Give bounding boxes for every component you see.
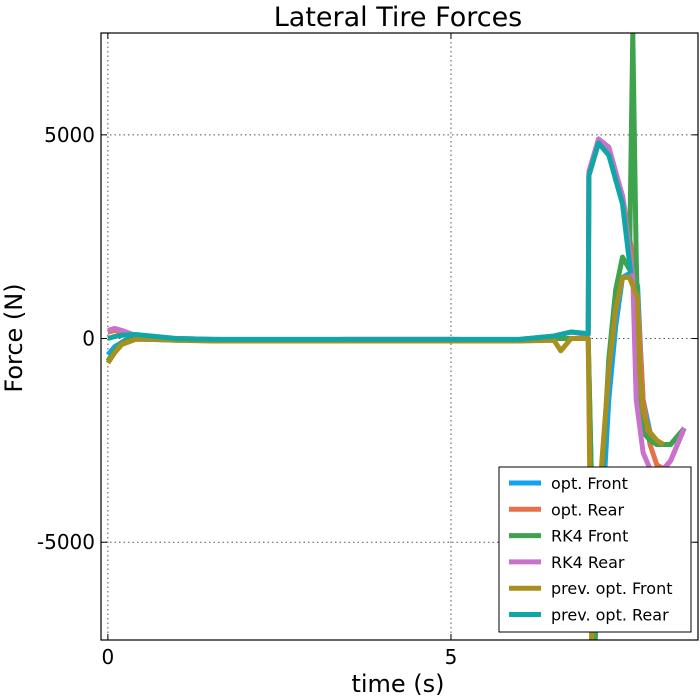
series-line-6 bbox=[107, 140, 634, 342]
legend-label: RK4 Front bbox=[551, 527, 628, 546]
legend-label: opt. Rear bbox=[551, 500, 624, 519]
x-axis-label: time (s) bbox=[351, 670, 444, 698]
x-tick-label: 5 bbox=[445, 645, 458, 669]
legend-label: prev. opt. Rear bbox=[551, 606, 669, 625]
legend: opt. Front opt. Rear RK4 Front RK4 Rear prev… bbox=[498, 466, 692, 633]
legend-label: opt. Front bbox=[551, 474, 628, 493]
plot-frame bbox=[100, 32, 699, 641]
y-tick-label: -5000 bbox=[37, 530, 95, 554]
chart-title: Lateral Tire Forces bbox=[274, 2, 523, 33]
y-axis-label: Force (N) bbox=[0, 283, 28, 392]
axis-ticks: 0 5 -5000 0 5000 bbox=[37, 33, 698, 669]
x-tick-label: 0 bbox=[101, 645, 114, 669]
series-layer bbox=[105, 33, 687, 640]
y-tick-label: 0 bbox=[82, 327, 95, 351]
legend-label: prev. opt. Front bbox=[551, 579, 672, 598]
legend-frame bbox=[498, 466, 692, 633]
y-tick-label: 5000 bbox=[44, 123, 95, 147]
legend-label: RK4 Rear bbox=[551, 553, 625, 572]
